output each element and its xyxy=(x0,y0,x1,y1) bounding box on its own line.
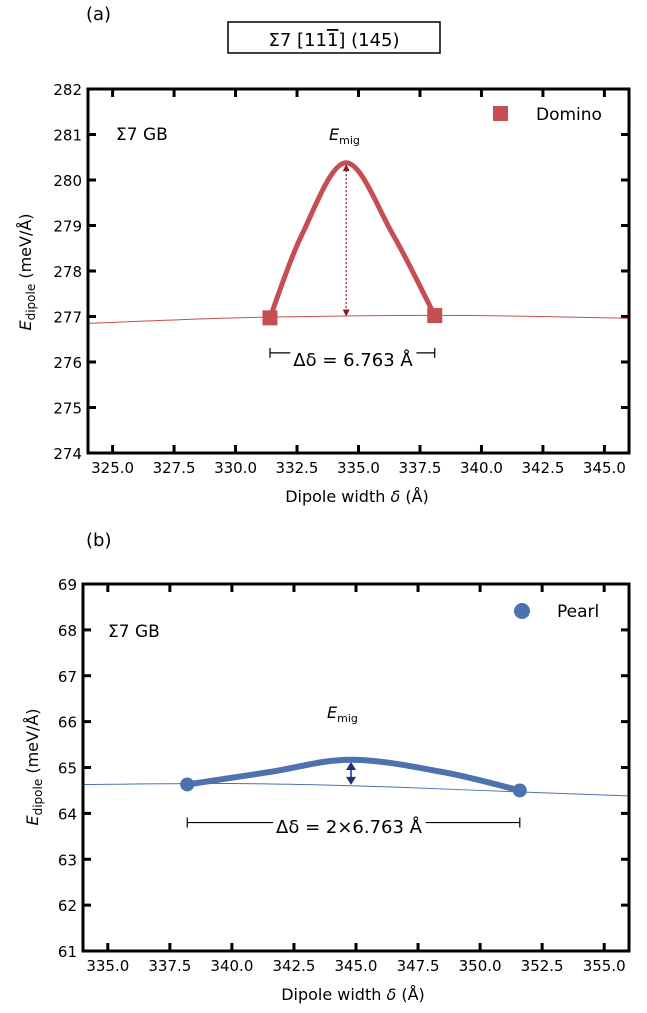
y-tick-label: 62 xyxy=(58,897,77,915)
legend: Pearl xyxy=(514,602,599,622)
x-tick-label: 327.5 xyxy=(153,459,196,477)
figure-title-box xyxy=(227,21,441,54)
y-tick-label: 68 xyxy=(58,622,77,640)
x-tick-label: 330.0 xyxy=(214,459,257,477)
x-tick-label: 340.0 xyxy=(460,459,503,477)
x-tick-label: 325.0 xyxy=(91,459,134,477)
panel-label: (b) xyxy=(86,530,111,551)
figure-title-text: Σ7 [111] (145) xyxy=(268,30,399,51)
x-tick-label: 345.0 xyxy=(335,957,378,975)
figure-title-bar-digit: 1 xyxy=(327,30,338,51)
y-tick-label: 281 xyxy=(53,127,82,145)
data-point xyxy=(262,310,278,326)
annotation-text: Σ7 GB xyxy=(108,622,160,642)
y-tick-label: 64 xyxy=(58,805,77,823)
y-tick-label: 276 xyxy=(53,354,82,372)
data-point xyxy=(512,783,527,798)
x-tick-label: 352.5 xyxy=(521,957,564,975)
y-axis-label: Edipole (meV/Å) xyxy=(23,708,45,825)
x-tick-label: 342.5 xyxy=(521,459,564,477)
legend: Domino xyxy=(493,105,602,125)
y-tick-label: 69 xyxy=(58,576,77,594)
axis-ticks: 325.0 327.5 330.0 332.5 335.0 337.5 340.0 342.5… xyxy=(53,81,629,477)
chart-panel-a: (a) 325.0 327.5 330.0 332.5 335.0 337.5 340.0 3… xyxy=(16,4,631,506)
x-tick-label: 355.0 xyxy=(583,957,626,975)
x-tick-label: 337.5 xyxy=(148,957,191,975)
legend-entry: Pearl xyxy=(557,602,599,622)
barrier-curve xyxy=(184,756,523,794)
y-tick-label: 278 xyxy=(53,263,82,281)
panel-label: (a) xyxy=(86,4,111,25)
x-axis-label: Dipole width δ (Å) xyxy=(281,985,425,1004)
data-marks xyxy=(84,756,628,828)
emig-arrow-head-up xyxy=(342,164,350,172)
x-axis-label: Dipole width δ (Å) xyxy=(285,487,429,506)
emig-label: Emig xyxy=(329,125,360,147)
fit-line xyxy=(84,783,628,797)
barrier-curve xyxy=(267,160,438,321)
y-tick-label: 282 xyxy=(53,81,82,99)
figure-title: Σ7 [111] (145) xyxy=(227,21,441,54)
emig-arrow-head-down xyxy=(346,776,357,785)
y-tick-label: 61 xyxy=(58,943,77,961)
y-tick-label: 66 xyxy=(58,714,77,732)
emig-arrow-head-down xyxy=(342,309,350,317)
axis-ticks: 335.0 337.5 340.0 342.5 345.0 347.5 350.0 352.5… xyxy=(58,576,629,975)
delta-text: Δδ = 2×6.763 Å xyxy=(276,816,423,838)
x-tick-label: 340.0 xyxy=(210,957,253,975)
legend-entry: Domino xyxy=(536,105,602,125)
y-axis-label: Edipole (meV/Å) xyxy=(16,213,38,330)
y-tick-label: 63 xyxy=(58,851,77,869)
legend-marker-square xyxy=(493,106,508,121)
x-tick-label: 345.0 xyxy=(583,459,626,477)
x-tick-label: 350.0 xyxy=(459,957,502,975)
x-tick-label: 335.0 xyxy=(337,459,380,477)
clipped-marks xyxy=(89,160,628,324)
y-tick-label: 279 xyxy=(53,218,82,236)
emig-arrow-head-up xyxy=(346,761,357,770)
y-tick-label: 67 xyxy=(58,668,77,686)
emig-label: Emig xyxy=(327,703,358,725)
delta-text: Δδ = 6.763 Å xyxy=(293,349,413,371)
x-tick-label: 332.5 xyxy=(276,459,319,477)
x-tick-label: 335.0 xyxy=(86,957,129,975)
clipped-marks xyxy=(84,756,628,797)
x-tick-label: 342.5 xyxy=(272,957,315,975)
y-tick-label: 275 xyxy=(53,400,82,418)
data-point xyxy=(180,777,195,792)
x-tick-label: 347.5 xyxy=(397,957,440,975)
chart-panel-b: (b) 335.0 337.5 340.0 342.5 345.0 347.5 350.0 3… xyxy=(23,530,631,1004)
data-point xyxy=(427,308,443,324)
data-marks xyxy=(89,160,628,358)
y-tick-label: 274 xyxy=(53,445,82,463)
y-tick-label: 277 xyxy=(53,309,82,327)
plot-frame xyxy=(81,582,631,953)
annotation-text: Σ7 GB xyxy=(116,125,168,145)
x-tick-label: 337.5 xyxy=(399,459,442,477)
y-tick-label: 280 xyxy=(53,172,82,190)
y-tick-label: 65 xyxy=(58,760,77,778)
legend-marker-circle xyxy=(514,603,530,619)
fit-line xyxy=(89,314,628,324)
